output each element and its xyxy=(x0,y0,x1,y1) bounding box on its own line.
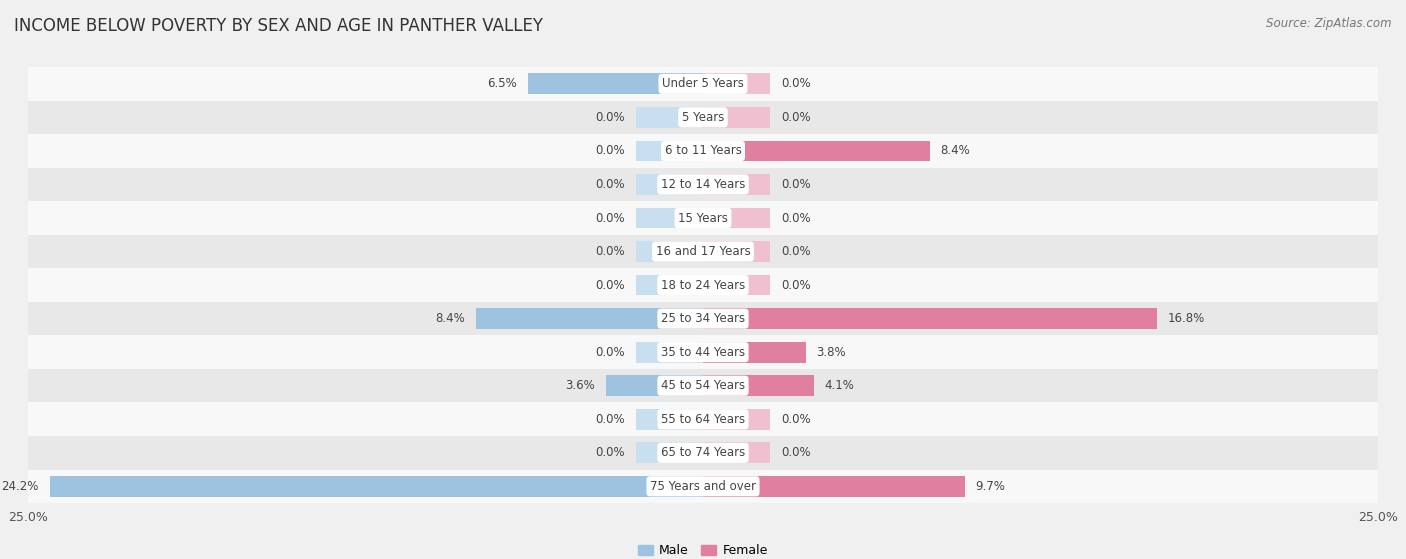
Text: 0.0%: 0.0% xyxy=(595,245,624,258)
Bar xyxy=(703,207,770,229)
Text: 0.0%: 0.0% xyxy=(595,413,624,426)
Text: 0.0%: 0.0% xyxy=(595,446,624,459)
Bar xyxy=(703,107,770,128)
Text: 16 and 17 Years: 16 and 17 Years xyxy=(655,245,751,258)
Bar xyxy=(28,134,1378,168)
Text: 0.0%: 0.0% xyxy=(782,77,811,91)
Bar xyxy=(28,436,1378,470)
Bar xyxy=(28,67,1378,101)
Text: 5 Years: 5 Years xyxy=(682,111,724,124)
Text: 55 to 64 Years: 55 to 64 Years xyxy=(661,413,745,426)
Text: 15 Years: 15 Years xyxy=(678,211,728,225)
Text: 6.5%: 6.5% xyxy=(486,77,517,91)
Text: 8.4%: 8.4% xyxy=(436,312,465,325)
Bar xyxy=(28,168,1378,201)
Bar xyxy=(636,241,703,262)
Bar xyxy=(28,369,1378,402)
Text: 0.0%: 0.0% xyxy=(595,278,624,292)
Bar xyxy=(703,241,770,262)
Text: 0.0%: 0.0% xyxy=(782,413,811,426)
Bar xyxy=(606,375,703,396)
Legend: Male, Female: Male, Female xyxy=(633,539,773,559)
Text: 0.0%: 0.0% xyxy=(782,446,811,459)
Text: 0.0%: 0.0% xyxy=(782,278,811,292)
Text: Source: ZipAtlas.com: Source: ZipAtlas.com xyxy=(1267,17,1392,30)
Bar xyxy=(636,140,703,162)
Text: 25 to 34 Years: 25 to 34 Years xyxy=(661,312,745,325)
Bar xyxy=(703,140,929,162)
Bar xyxy=(477,308,703,329)
Bar xyxy=(49,476,703,497)
Bar xyxy=(636,174,703,195)
Text: 3.6%: 3.6% xyxy=(565,379,595,392)
Text: 12 to 14 Years: 12 to 14 Years xyxy=(661,178,745,191)
Text: 8.4%: 8.4% xyxy=(941,144,970,158)
Text: 6 to 11 Years: 6 to 11 Years xyxy=(665,144,741,158)
Bar xyxy=(28,470,1378,503)
Text: 0.0%: 0.0% xyxy=(595,345,624,359)
Bar xyxy=(28,335,1378,369)
Text: 75 Years and over: 75 Years and over xyxy=(650,480,756,493)
Text: 0.0%: 0.0% xyxy=(595,211,624,225)
Text: 24.2%: 24.2% xyxy=(1,480,39,493)
Bar xyxy=(28,101,1378,134)
Text: Under 5 Years: Under 5 Years xyxy=(662,77,744,91)
Bar xyxy=(28,402,1378,436)
Text: INCOME BELOW POVERTY BY SEX AND AGE IN PANTHER VALLEY: INCOME BELOW POVERTY BY SEX AND AGE IN P… xyxy=(14,17,543,35)
Text: 35 to 44 Years: 35 to 44 Years xyxy=(661,345,745,359)
Bar xyxy=(703,274,770,296)
Bar xyxy=(703,409,770,430)
Text: 3.8%: 3.8% xyxy=(817,345,846,359)
Bar xyxy=(703,476,965,497)
Bar xyxy=(703,174,770,195)
Text: 0.0%: 0.0% xyxy=(782,211,811,225)
Bar xyxy=(703,375,814,396)
Text: 18 to 24 Years: 18 to 24 Years xyxy=(661,278,745,292)
Text: 65 to 74 Years: 65 to 74 Years xyxy=(661,446,745,459)
Bar xyxy=(636,207,703,229)
Bar xyxy=(703,342,806,363)
Bar xyxy=(703,442,770,463)
Text: 9.7%: 9.7% xyxy=(976,480,1005,493)
Bar xyxy=(636,409,703,430)
Text: 0.0%: 0.0% xyxy=(782,178,811,191)
Bar xyxy=(703,308,1157,329)
Bar xyxy=(28,201,1378,235)
Text: 45 to 54 Years: 45 to 54 Years xyxy=(661,379,745,392)
Text: 16.8%: 16.8% xyxy=(1167,312,1205,325)
Bar xyxy=(636,107,703,128)
Text: 0.0%: 0.0% xyxy=(595,144,624,158)
Text: 0.0%: 0.0% xyxy=(782,111,811,124)
Text: 0.0%: 0.0% xyxy=(782,245,811,258)
Text: 0.0%: 0.0% xyxy=(595,111,624,124)
Bar xyxy=(527,73,703,94)
Bar xyxy=(28,268,1378,302)
Bar xyxy=(703,73,770,94)
Bar xyxy=(636,274,703,296)
Text: 0.0%: 0.0% xyxy=(595,178,624,191)
Bar xyxy=(28,235,1378,268)
Bar xyxy=(636,342,703,363)
Text: 4.1%: 4.1% xyxy=(824,379,855,392)
Bar xyxy=(28,302,1378,335)
Bar xyxy=(636,442,703,463)
